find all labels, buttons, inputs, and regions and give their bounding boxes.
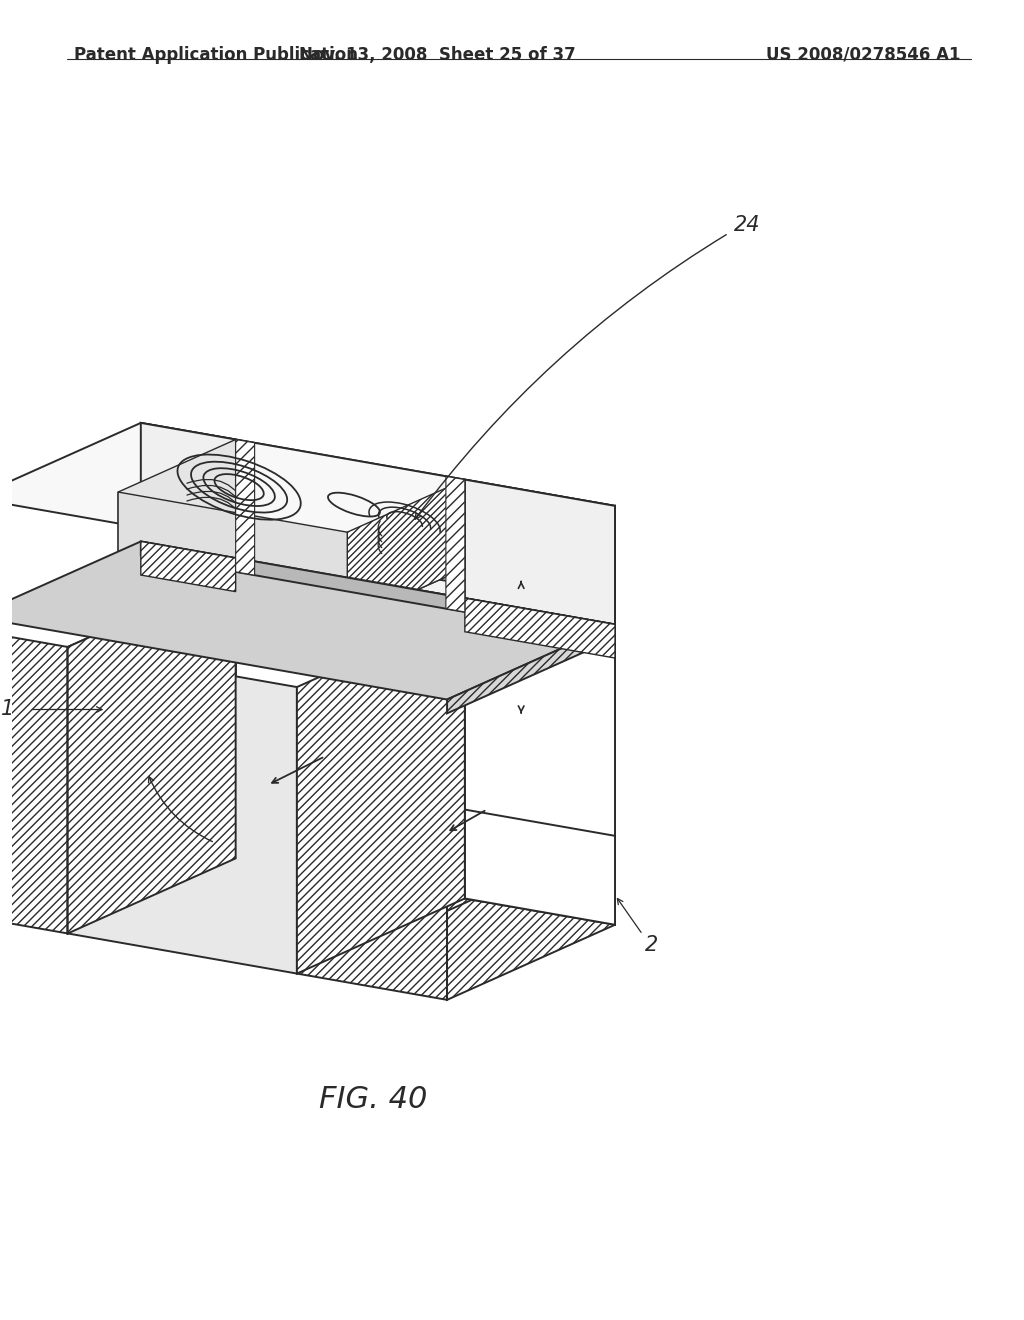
Polygon shape	[445, 477, 465, 612]
Polygon shape	[347, 479, 465, 622]
Polygon shape	[141, 541, 615, 639]
Polygon shape	[118, 528, 465, 622]
Polygon shape	[141, 422, 236, 558]
Polygon shape	[118, 440, 236, 581]
Text: 150 μm: 150 μm	[535, 638, 609, 656]
Text: 15: 15	[1, 700, 28, 719]
Text: FIG. 40: FIG. 40	[318, 1085, 427, 1114]
Polygon shape	[465, 612, 615, 925]
Text: US 2008/0278546 A1: US 2008/0278546 A1	[766, 45, 961, 63]
Text: Patent Application Publication: Patent Application Publication	[74, 45, 357, 63]
Text: 24: 24	[733, 215, 760, 235]
Text: 23: 23	[258, 557, 285, 577]
Polygon shape	[0, 631, 68, 933]
Polygon shape	[141, 556, 236, 858]
Polygon shape	[68, 572, 236, 933]
Polygon shape	[465, 479, 615, 624]
Polygon shape	[447, 506, 615, 700]
Polygon shape	[68, 647, 297, 974]
Polygon shape	[465, 809, 615, 925]
Polygon shape	[0, 541, 615, 700]
Polygon shape	[465, 598, 615, 659]
Polygon shape	[118, 492, 347, 622]
Polygon shape	[141, 541, 236, 591]
Polygon shape	[68, 572, 236, 933]
Polygon shape	[447, 639, 615, 999]
Text: 2: 2	[645, 935, 657, 954]
Polygon shape	[141, 422, 615, 624]
Text: Nov. 13, 2008  Sheet 25 of 37: Nov. 13, 2008 Sheet 25 of 37	[299, 45, 575, 63]
Text: 27: 27	[177, 867, 204, 887]
Polygon shape	[0, 422, 615, 581]
Polygon shape	[236, 440, 255, 576]
Polygon shape	[447, 624, 615, 713]
Polygon shape	[297, 612, 465, 974]
Polygon shape	[297, 688, 447, 999]
